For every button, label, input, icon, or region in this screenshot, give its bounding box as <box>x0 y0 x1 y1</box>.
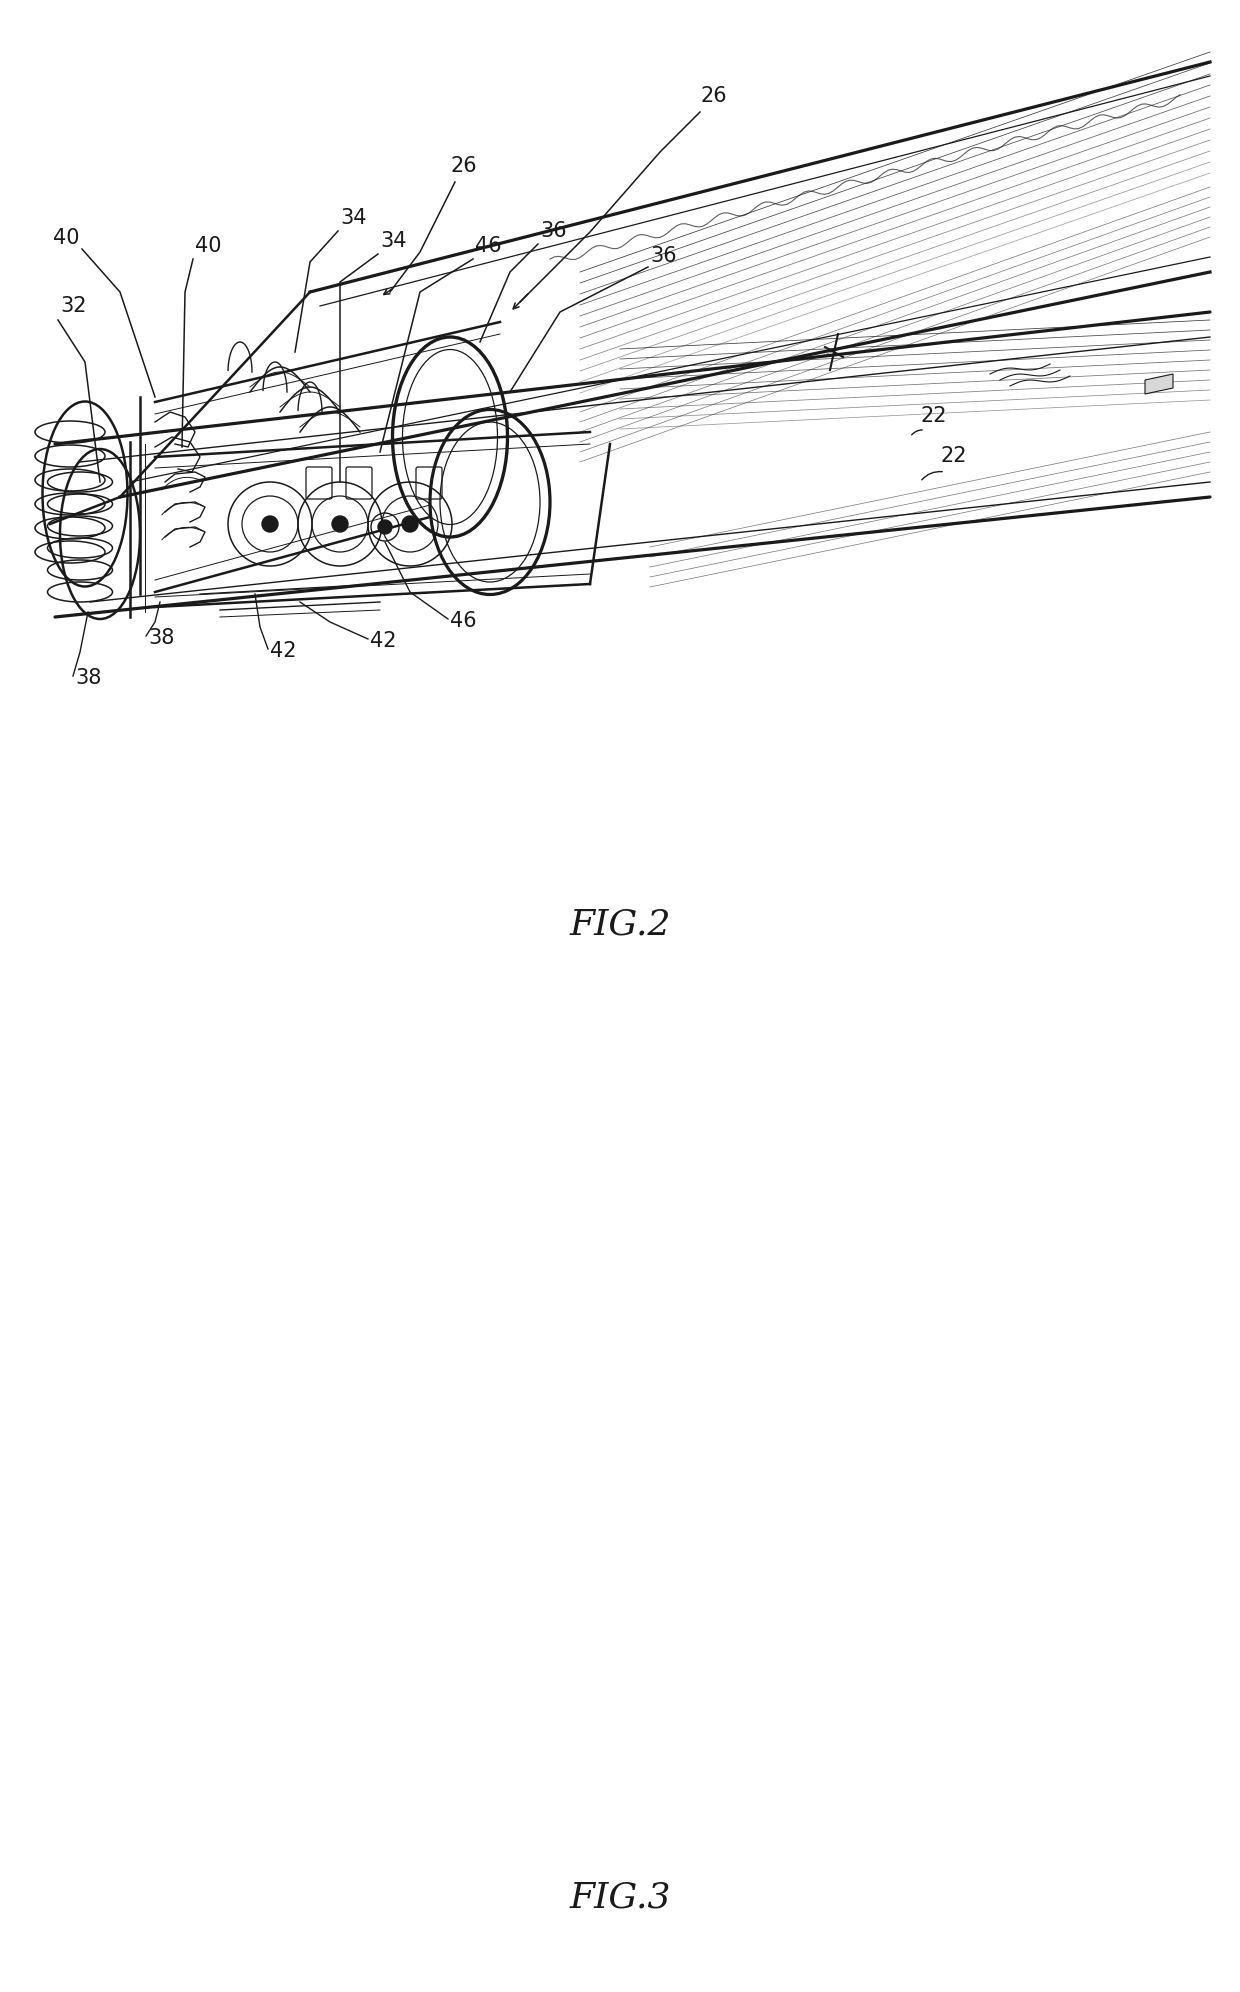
Polygon shape <box>1145 374 1173 394</box>
Text: 42: 42 <box>270 641 296 661</box>
Text: 46: 46 <box>475 235 502 257</box>
Text: 36: 36 <box>650 245 677 267</box>
Text: 32: 32 <box>60 297 87 317</box>
Text: 26: 26 <box>701 86 727 106</box>
Text: 36: 36 <box>539 221 567 241</box>
Circle shape <box>378 520 392 534</box>
Text: 34: 34 <box>340 207 367 227</box>
Text: 46: 46 <box>450 612 476 631</box>
Text: 22: 22 <box>940 446 966 466</box>
Circle shape <box>332 516 348 532</box>
Text: FIG.3: FIG.3 <box>569 1880 671 1914</box>
Text: 22: 22 <box>920 406 946 426</box>
Circle shape <box>402 516 418 532</box>
Text: 38: 38 <box>148 627 175 647</box>
Text: FIG.2: FIG.2 <box>569 906 671 940</box>
Text: 42: 42 <box>370 631 397 651</box>
Text: 40: 40 <box>53 227 81 247</box>
Text: 34: 34 <box>379 231 407 251</box>
Text: 40: 40 <box>195 235 222 257</box>
Circle shape <box>262 516 278 532</box>
Text: 38: 38 <box>74 667 102 687</box>
Text: 26: 26 <box>450 155 476 175</box>
